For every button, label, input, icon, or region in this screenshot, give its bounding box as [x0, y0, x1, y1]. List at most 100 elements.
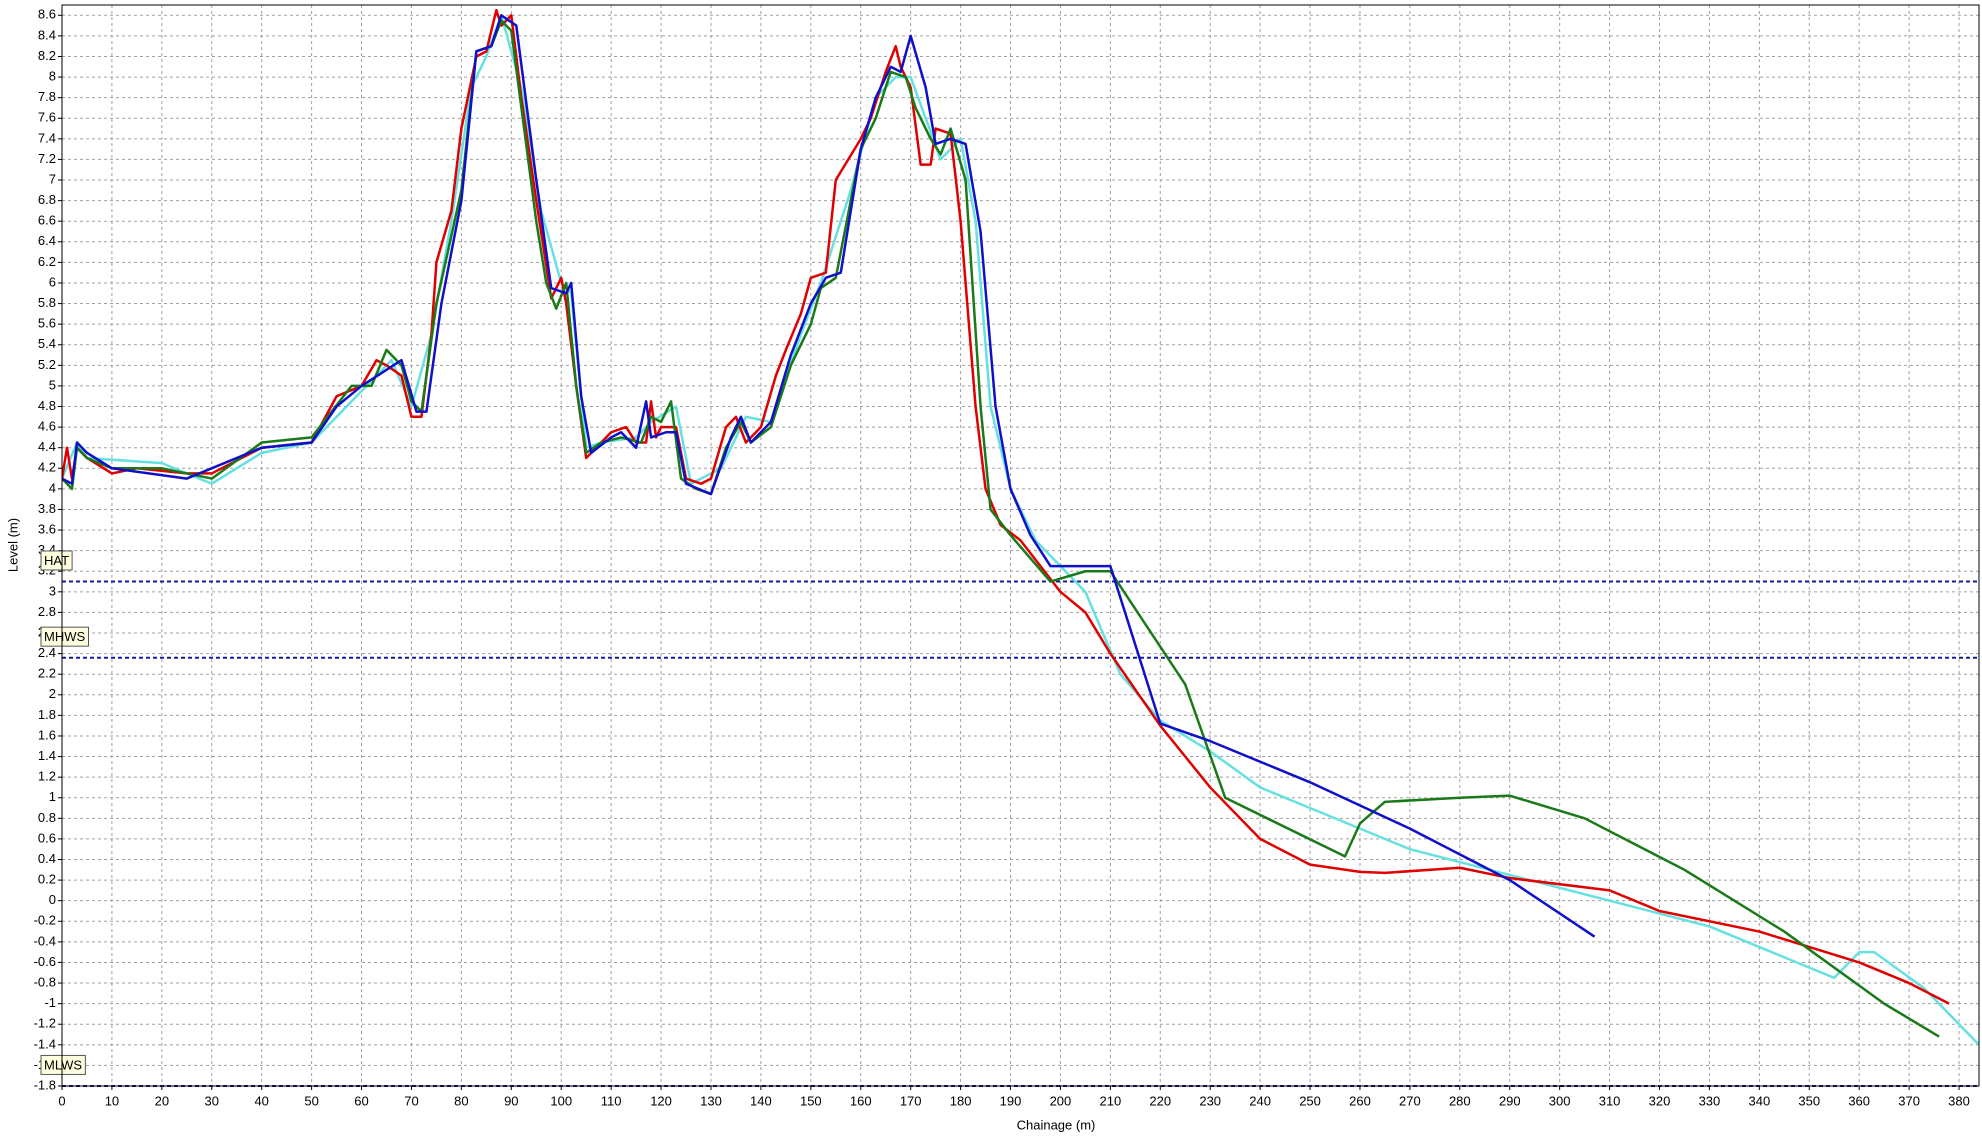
x-tick-label: 240 [1249, 1093, 1271, 1108]
x-axis-label: Chainage (m) [1017, 1117, 1096, 1132]
x-tick-label: 340 [1748, 1093, 1770, 1108]
y-tick-label: 5.4 [38, 336, 56, 351]
y-tick-label: -1 [44, 995, 56, 1010]
x-tick-label: 230 [1199, 1093, 1221, 1108]
x-tick-label: 290 [1499, 1093, 1521, 1108]
y-tick-label: 1.6 [38, 727, 56, 742]
y-tick-label: 7.8 [38, 89, 56, 104]
x-tick-label: 300 [1549, 1093, 1571, 1108]
x-tick-label: 360 [1848, 1093, 1870, 1108]
y-tick-label: 2.4 [38, 645, 56, 660]
x-tick-label: 160 [850, 1093, 872, 1108]
x-tick-label: 50 [304, 1093, 318, 1108]
y-tick-label: 0 [49, 892, 56, 907]
x-tick-label: 80 [454, 1093, 468, 1108]
y-tick-label: 5.8 [38, 295, 56, 310]
y-tick-label: 4.2 [38, 460, 56, 475]
x-tick-label: 200 [1050, 1093, 1072, 1108]
y-tick-label: 2.2 [38, 666, 56, 681]
y-tick-label: 5.2 [38, 357, 56, 372]
y-tick-label: 7.2 [38, 151, 56, 166]
y-tick-label: 0.2 [38, 872, 56, 887]
x-tick-label: 250 [1299, 1093, 1321, 1108]
y-tick-label: 3.6 [38, 521, 56, 536]
x-tick-label: 380 [1948, 1093, 1970, 1108]
series-line [62, 8, 1950, 1005]
y-tick-label: -1.4 [34, 1036, 56, 1051]
y-tick-label: 6.6 [38, 213, 56, 228]
x-tick-label: 20 [155, 1093, 169, 1108]
y-tick-label: -0.8 [34, 974, 56, 989]
y-tick-label: 1.8 [38, 707, 56, 722]
reference-label: HAT [44, 553, 69, 568]
series-line [62, 14, 1596, 938]
y-tick-label: 4.4 [38, 439, 56, 454]
x-tick-label: 270 [1399, 1093, 1421, 1108]
reference-label: MHWS [44, 629, 85, 644]
x-tick-label: 190 [1000, 1093, 1022, 1108]
x-tick-label: 30 [205, 1093, 219, 1108]
y-tick-label: 1.4 [38, 748, 56, 763]
y-tick-label: 5.6 [38, 316, 56, 331]
y-tick-label: 6 [49, 274, 56, 289]
x-tick-label: 40 [254, 1093, 268, 1108]
y-tick-label: 0.4 [38, 851, 56, 866]
y-tick-label: 2.8 [38, 604, 56, 619]
reference-label-box [40, 1054, 86, 1075]
x-tick-label: 10 [105, 1093, 119, 1108]
x-tick-label: 260 [1349, 1093, 1371, 1108]
x-tick-label: 100 [550, 1093, 572, 1108]
x-tick-label: 320 [1649, 1093, 1671, 1108]
x-tick-label: 110 [601, 1093, 622, 1108]
x-tick-label: 220 [1149, 1093, 1171, 1108]
reference-label: MLWS [44, 1057, 82, 1072]
y-tick-label: -1.8 [34, 1077, 56, 1092]
y-tick-label: -0.4 [34, 933, 56, 948]
y-tick-label: 4 [49, 480, 56, 495]
y-tick-label: 3.8 [38, 501, 56, 516]
plot-border [61, 4, 1980, 1087]
y-axis-label: Level (m) [5, 518, 20, 572]
x-tick-label: 310 [1599, 1093, 1621, 1108]
y-tick-label: 6.4 [38, 233, 56, 248]
y-tick-label: 4.6 [38, 419, 56, 434]
y-tick-label: -0.2 [34, 913, 56, 928]
x-tick-label: 370 [1898, 1093, 1920, 1108]
y-tick-label: 0.6 [38, 830, 56, 845]
x-tick-label: 280 [1449, 1093, 1471, 1108]
x-tick-label: 90 [504, 1093, 518, 1108]
y-tick-label: 8.4 [38, 27, 56, 42]
y-tick-label: 8.2 [38, 48, 56, 63]
y-tick-label: 0.8 [38, 810, 56, 825]
y-tick-label: 1.2 [38, 769, 56, 784]
y-tick-label: 7 [49, 171, 56, 186]
y-tick-label: 2 [49, 686, 56, 701]
x-tick-label: 150 [800, 1093, 822, 1108]
x-tick-label: 140 [750, 1093, 772, 1108]
reference-label-box [40, 550, 73, 571]
y-tick-label: 5 [49, 377, 56, 392]
y-tick-label: 7.4 [38, 130, 56, 145]
x-tick-label: 130 [700, 1093, 722, 1108]
y-tick-label: 6.2 [38, 254, 56, 269]
y-tick-label: 4.8 [38, 398, 56, 413]
x-tick-label: 210 [1100, 1093, 1122, 1108]
y-tick-label: -1.2 [34, 1016, 56, 1031]
y-tick-label: 1 [49, 789, 56, 804]
x-tick-label: 120 [650, 1093, 672, 1108]
y-tick-label: 8 [49, 69, 56, 84]
y-tick-label: 6.8 [38, 192, 56, 207]
x-tick-label: 70 [404, 1093, 418, 1108]
x-tick-label: 180 [950, 1093, 972, 1108]
x-tick-label: 350 [1798, 1093, 1820, 1108]
x-tick-label: 0 [58, 1093, 65, 1108]
y-tick-label: 8.6 [38, 7, 56, 22]
y-tick-label: -0.6 [34, 954, 56, 969]
y-tick-label: 3 [49, 583, 56, 598]
x-tick-label: 170 [900, 1093, 922, 1108]
x-tick-label: 330 [1699, 1093, 1721, 1108]
x-tick-label: 60 [354, 1093, 368, 1108]
reference-label-box [40, 626, 89, 647]
